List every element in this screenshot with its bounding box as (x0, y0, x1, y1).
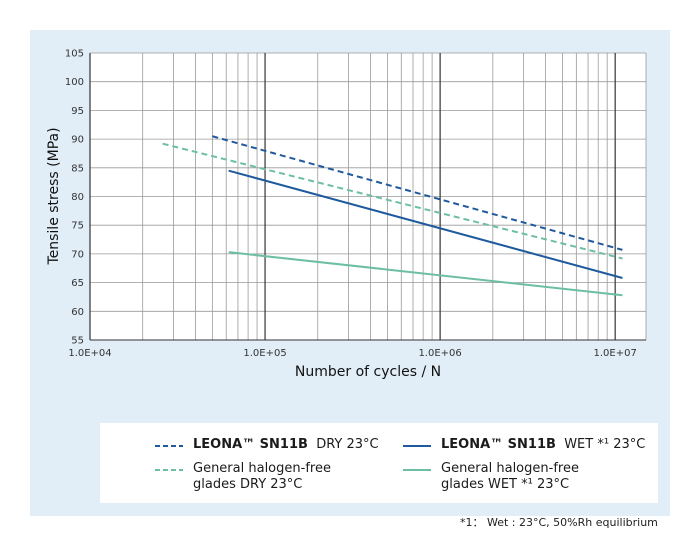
legend-swatch-general-wet (403, 469, 431, 471)
series-layer (162, 135, 623, 297)
y-tick-label: 65 (71, 278, 84, 289)
chart: 55 60 65 70 75 80 85 90 95 100 105 1.0E+04 1.0E+05 1.… (46, 49, 647, 380)
y-tick-label: 70 (71, 249, 84, 260)
legend-cond: WET *¹ 23°C (564, 437, 646, 452)
y-tick-label: 95 (71, 106, 84, 117)
legend-line1: General halogen-free (193, 461, 331, 476)
legend-item-general-wet: General halogen-free glades WET *¹ 23°C (403, 461, 579, 493)
legend-swatch-leona-wet (403, 445, 431, 447)
series-line-4 (228, 251, 623, 297)
footnote: *1： Wet : 23°C, 50%Rh equilibrium (460, 516, 658, 529)
y-tick-label: 75 (71, 221, 84, 232)
x-tick-label: 1.0E+06 (418, 348, 461, 359)
chart-panel: 55 60 65 70 75 80 85 90 95 100 105 1.0E+04 1.0E+05 1.… (30, 30, 670, 529)
x-tick-label: 1.0E+07 (594, 348, 637, 359)
legend-brand: LEONA™ SN11B (193, 437, 308, 452)
y-axis-label: Tensile stress (MPa) (46, 127, 62, 265)
legend-cond: DRY 23°C (316, 437, 379, 452)
x-tick-label: 1.0E+05 (243, 348, 286, 359)
legend-line2: glades DRY 23°C (193, 477, 303, 492)
x-axis-label: Number of cycles / N (295, 364, 441, 380)
legend-brand: LEONA™ SN11B (441, 437, 556, 452)
y-tick-label: 55 (71, 336, 84, 347)
series-line-2 (162, 142, 623, 260)
y-tick-label: 90 (71, 135, 84, 146)
legend-line1: General halogen-free (441, 461, 579, 476)
y-tick-label: 80 (71, 192, 84, 203)
legend-item-leona-wet: LEONA™ SN11B WET *¹ 23°C (403, 437, 645, 453)
x-tick-label: 1.0E+04 (68, 348, 111, 359)
legend-swatch-leona-dry (155, 445, 183, 447)
legend-line2: glades WET *¹ 23°C (441, 477, 570, 492)
tick-labels: 55 60 65 70 75 80 85 90 95 100 105 1.0E+04 1.0E+05 1.… (65, 49, 637, 360)
y-tick-label: 100 (65, 77, 84, 88)
y-tick-label: 60 (71, 307, 84, 318)
y-tick-label: 85 (71, 163, 84, 174)
legend-item-leona-dry: LEONA™ SN11B DRY 23°C (155, 437, 379, 453)
y-tick-label: 105 (65, 49, 84, 60)
legend-item-general-dry: General halogen-free glades DRY 23°C (155, 461, 331, 493)
series-line-1 (212, 135, 623, 251)
series-line-3 (228, 169, 623, 279)
legend: LEONA™ SN11B DRY 23°C LEONA™ SN11B WET *… (100, 423, 658, 503)
legend-swatch-general-dry (155, 469, 183, 471)
